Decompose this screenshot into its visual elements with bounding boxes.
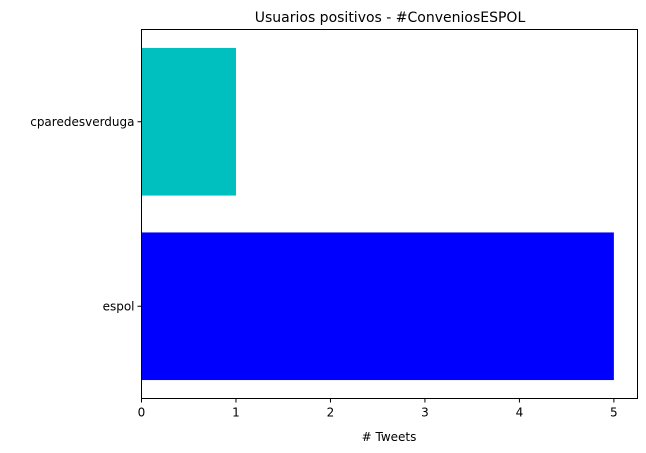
chart-title: Usuarios positivos - #ConveniosESPOL	[255, 10, 526, 26]
y-tick-label: cparedesverduga	[30, 115, 134, 129]
x-tick-label: 2	[327, 406, 335, 420]
x-axis-label: # Tweets	[362, 430, 417, 444]
x-tick-label: 1	[232, 406, 240, 420]
bars-group	[141, 47, 614, 381]
y-axis-ticks: espol cparedesverduga	[30, 115, 142, 313]
x-tick-label: 0	[138, 406, 146, 420]
x-tick-label: 5	[610, 406, 618, 420]
y-tick-label: espol	[103, 299, 135, 313]
bar-cparedesverduga	[141, 47, 236, 196]
x-axis-ticks: 0 1 2 3 4 5	[138, 398, 618, 420]
x-tick-label: 3	[421, 406, 429, 420]
x-tick-label: 4	[516, 406, 524, 420]
plot-frame	[141, 29, 638, 399]
bar-espol	[141, 232, 614, 381]
